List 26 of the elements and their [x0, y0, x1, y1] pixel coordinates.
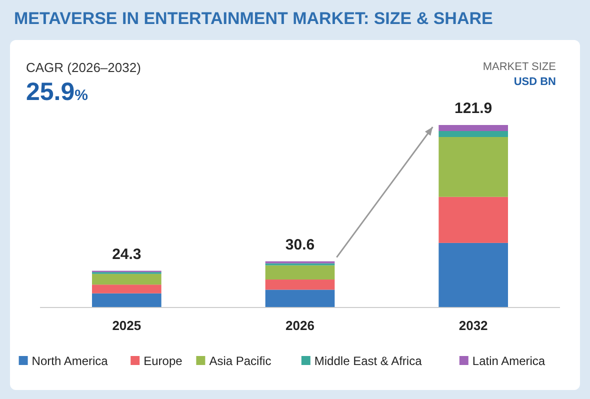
bar [92, 274, 162, 285]
bar [92, 284, 162, 294]
bar [438, 131, 508, 138]
annotation: 121.9 [454, 100, 492, 117]
text: 25.9% [26, 78, 88, 106]
bar [438, 137, 508, 197]
bar [438, 196, 508, 243]
legend-label: Europe [144, 354, 183, 368]
legend-label: Asia Pacific [209, 354, 272, 368]
annotation: 24.3 [112, 246, 142, 263]
bar [265, 290, 335, 307]
annotation: 30.6 [285, 236, 315, 254]
legend-label: Middle East & Africa [314, 354, 422, 368]
bar [265, 265, 335, 280]
x-tick-label: 2025 [112, 318, 142, 333]
legend-label: North America [32, 354, 108, 368]
bar [265, 280, 335, 290]
x-tick-label: 2032 [458, 318, 488, 333]
bar [438, 242, 508, 307]
chart-title: METAVERSE IN ENTERTAINMENT MARKET: SIZE & SHARE [14, 9, 493, 28]
x-tick-label: 2026 [286, 318, 314, 333]
bar [92, 293, 162, 307]
y-axis-title: MARKET SIZE USD BN [482, 61, 556, 88]
bar [438, 125, 508, 132]
legend-label: Latin America [472, 354, 546, 368]
text: CAGR (2026–2032) [26, 60, 141, 75]
